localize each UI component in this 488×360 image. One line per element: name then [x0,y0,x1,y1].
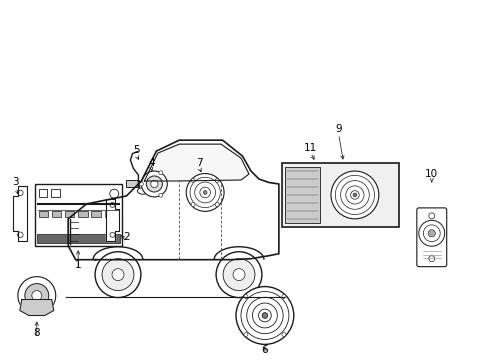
Polygon shape [20,300,54,315]
Polygon shape [105,199,119,241]
Ellipse shape [137,188,148,194]
Circle shape [18,276,56,315]
Circle shape [352,193,356,197]
Circle shape [282,294,285,298]
Bar [282,163,399,227]
Text: 7: 7 [196,158,202,167]
Text: 11: 11 [304,143,317,153]
Bar [104,211,114,217]
Circle shape [223,259,254,291]
Circle shape [427,230,434,237]
Circle shape [236,287,293,345]
Circle shape [102,259,134,291]
Text: 9: 9 [335,124,341,134]
Circle shape [244,333,247,337]
Circle shape [244,294,247,298]
Circle shape [191,203,195,207]
Bar [285,167,320,223]
Circle shape [428,213,434,219]
Circle shape [150,180,158,188]
Circle shape [216,252,262,298]
Circle shape [139,182,143,186]
Bar [126,180,139,188]
Polygon shape [144,144,248,181]
Polygon shape [13,186,27,241]
Bar [52,211,61,217]
Bar [51,189,60,197]
Bar [78,211,87,217]
Bar [39,211,48,217]
Text: 2: 2 [123,232,129,242]
Circle shape [262,312,267,318]
Bar [39,189,47,197]
Circle shape [146,176,162,192]
Text: 8: 8 [33,328,40,338]
Circle shape [418,220,444,246]
Bar [35,184,122,246]
Circle shape [186,174,224,211]
Circle shape [112,269,124,280]
Circle shape [215,203,219,207]
Bar [65,211,74,217]
Circle shape [18,232,23,238]
Circle shape [32,291,41,301]
Circle shape [428,256,434,262]
Bar [37,234,120,243]
Text: 1: 1 [75,260,81,270]
Circle shape [233,269,244,280]
Circle shape [330,171,378,219]
Text: 6: 6 [261,345,268,355]
Circle shape [110,202,115,207]
Circle shape [215,179,219,183]
Circle shape [110,232,115,237]
Circle shape [141,171,167,197]
Circle shape [18,190,23,196]
Circle shape [159,193,163,197]
Ellipse shape [72,206,81,212]
Text: 5: 5 [133,145,140,155]
Circle shape [25,284,49,307]
Circle shape [109,189,119,198]
Circle shape [191,179,195,183]
FancyBboxPatch shape [416,208,446,267]
Text: 3: 3 [13,177,19,188]
Circle shape [95,252,141,298]
Text: 4: 4 [148,158,154,167]
Circle shape [159,171,163,175]
Circle shape [203,190,206,194]
Text: 10: 10 [425,169,437,179]
Circle shape [282,333,285,337]
Bar [91,211,101,217]
